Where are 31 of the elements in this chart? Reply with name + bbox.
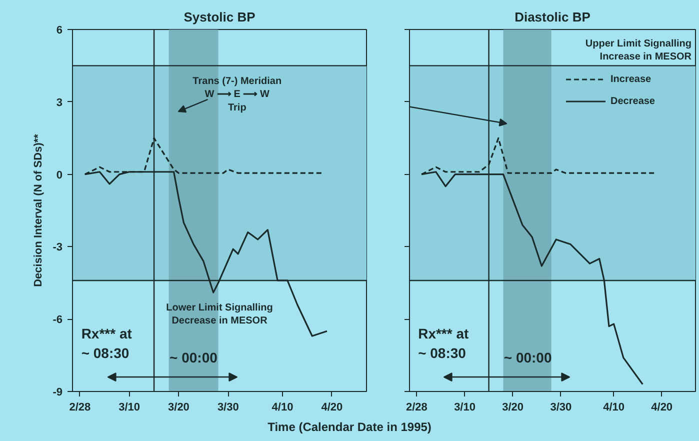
y-tick-label: 6 <box>56 24 63 36</box>
x-tick-label: 3/20 <box>168 402 190 414</box>
y-tick-label: -3 <box>52 242 62 254</box>
x-tick-label: 2/28 <box>406 402 428 414</box>
x-tick-label: 4/10 <box>272 402 294 414</box>
annotation: Rx*** at ~ 08:30 <box>418 326 469 361</box>
x-tick-label: 3/10 <box>118 402 140 414</box>
x-tick-label: 3/30 <box>217 402 239 414</box>
ref-line-label: Lower Limit Signalling Decrease in MESOR <box>166 302 273 327</box>
chart-title: Diastolic BP <box>514 10 591 24</box>
annotation: Trans (7-) Meridian W ⟶ E ⟶ W Trip <box>192 76 282 114</box>
annotation: Rx*** at ~ 08:30 <box>81 326 132 361</box>
legend-label: Decrease <box>610 96 655 106</box>
x-tick-label: 4/20 <box>321 402 343 414</box>
chart-title: Systolic BP <box>184 10 256 24</box>
y-tick-label: -6 <box>52 314 62 326</box>
x-tick-label: 3/30 <box>550 402 572 414</box>
x-tick-label: 4/20 <box>651 402 673 414</box>
y-tick-label: 3 <box>56 96 63 109</box>
x-tick-label: 3/10 <box>454 402 476 414</box>
y-tick-label: -9 <box>52 386 62 398</box>
x-tick-label: 2/28 <box>69 402 91 414</box>
y-axis-title: Decision Interval (N of SDs)** <box>32 133 45 287</box>
annotation: ~ 00:00 <box>170 350 218 366</box>
x-axis-title: Time (Calendar Date in 1995) <box>268 419 432 436</box>
legend-label: Increase <box>610 74 652 84</box>
annotation: ~ 00:00 <box>504 350 552 366</box>
x-tick-label: 4/10 <box>603 402 625 414</box>
y-tick-label: 0 <box>56 169 63 182</box>
ref-line-label: Upper Limit Signalling Increase in MESOR <box>585 38 692 63</box>
x-tick-label: 3/20 <box>502 402 524 414</box>
